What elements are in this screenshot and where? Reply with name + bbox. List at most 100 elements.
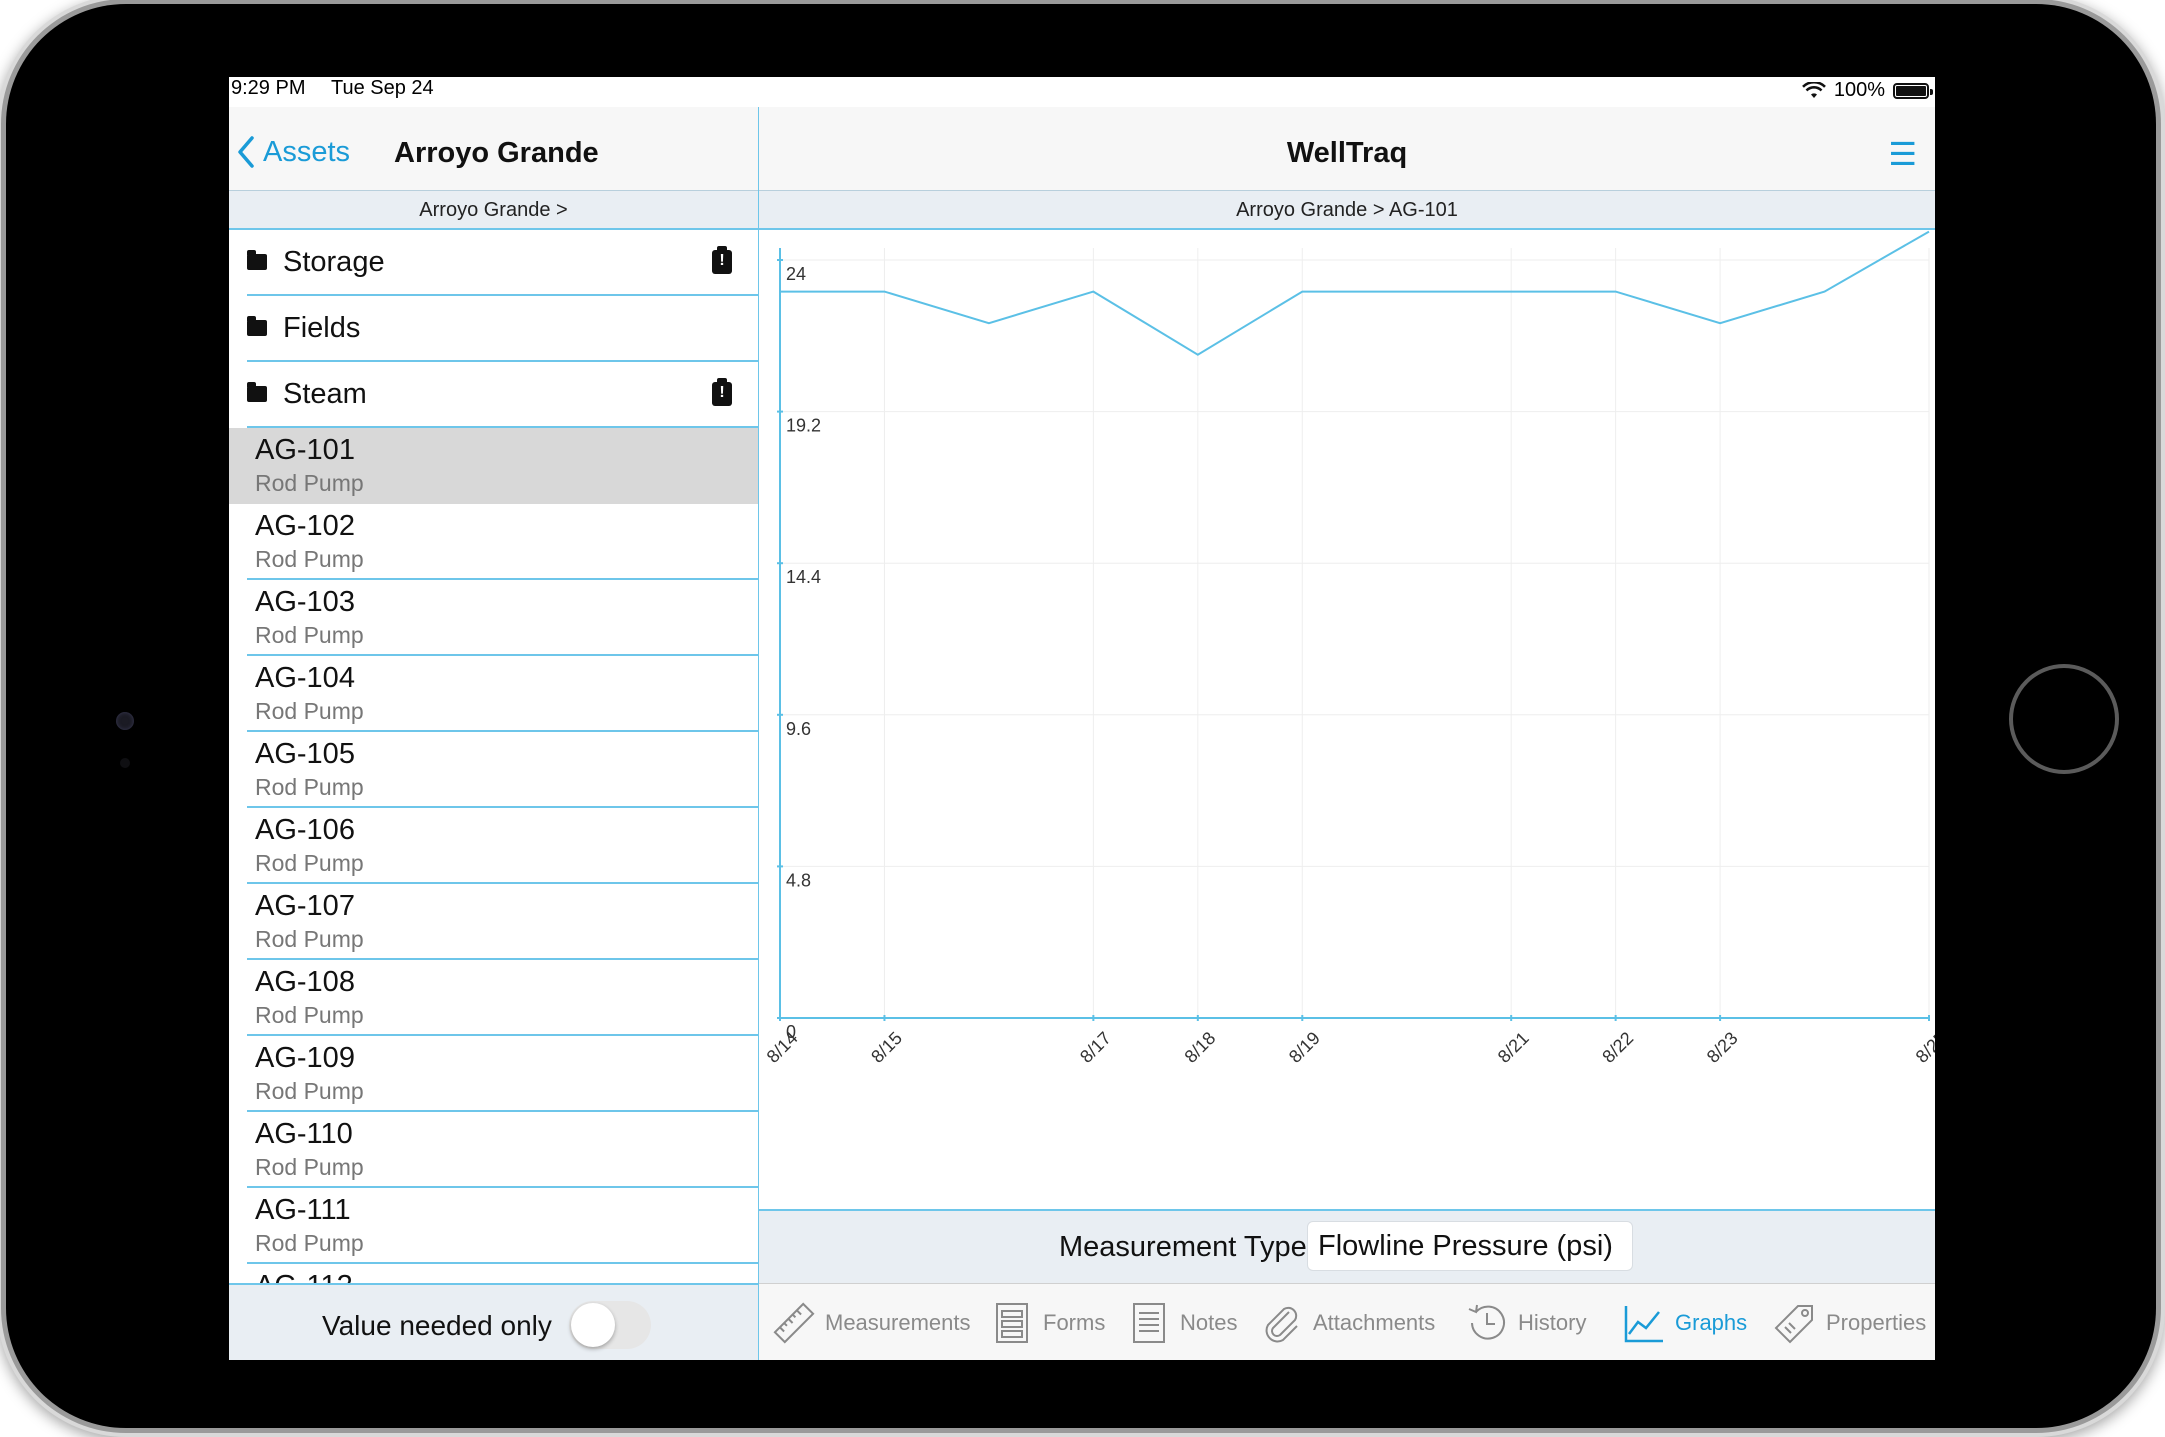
light-sensor: [120, 758, 130, 768]
clock-icon: [1468, 1304, 1505, 1340]
asset-row-ag-112[interactable]: AG-112 Rod Pump: [247, 1264, 758, 1283]
x-tick-label: 8/22: [1598, 1028, 1637, 1067]
folder-icon: [247, 316, 267, 336]
tab-forms[interactable]: Forms: [989, 1300, 1105, 1346]
split-divider: [758, 107, 759, 1360]
tab-label: Attachments: [1313, 1310, 1436, 1335]
asset-type: Rod Pump: [255, 850, 364, 876]
measurement-type-select[interactable]: Flowline Pressure (psi): [1307, 1221, 1633, 1271]
asset-row-ag-108[interactable]: AG-108 Rod Pump: [247, 960, 758, 1036]
asset-row-ag-107[interactable]: AG-107 Rod Pump: [247, 884, 758, 960]
tab-notes[interactable]: Notes: [1126, 1300, 1237, 1346]
asset-row-ag-101[interactable]: AG-101 Rod Pump: [229, 428, 758, 504]
tab-measurements[interactable]: Measurements: [771, 1300, 971, 1346]
asset-name: AG-101: [255, 434, 355, 466]
y-tick-label: 24: [786, 264, 806, 284]
screen: 9:29 PM Tue Sep 24 100% Assets Arroyo Gr…: [229, 77, 1935, 1360]
asset-name: AG-106: [255, 814, 355, 846]
hamburger-menu-icon[interactable]: ☰: [1888, 136, 1917, 172]
asset-row-ag-109[interactable]: AG-109 Rod Pump: [247, 1036, 758, 1112]
tab-label: Graphs: [1675, 1310, 1748, 1335]
toggle-knob: [571, 1303, 615, 1347]
tab-attachments[interactable]: Attachments: [1259, 1300, 1435, 1346]
asset-type: Rod Pump: [255, 698, 364, 724]
value-needed-toggle[interactable]: [569, 1301, 651, 1349]
asset-row-ag-106[interactable]: AG-106 Rod Pump: [247, 808, 758, 884]
chevron-left-icon: [238, 136, 254, 168]
ruler-icon: [773, 1302, 815, 1344]
asset-name: AG-105: [255, 738, 355, 770]
tab-properties[interactable]: Properties: [1772, 1300, 1926, 1346]
y-tick-label: 9.6: [786, 719, 811, 739]
tab-label: Forms: [1043, 1310, 1106, 1335]
asset-row-ag-110[interactable]: AG-110 Rod Pump: [247, 1112, 758, 1188]
tab-graphs[interactable]: Graphs: [1621, 1300, 1747, 1346]
asset-type: Rod Pump: [255, 774, 364, 800]
status-time: 9:29 PM: [231, 77, 306, 99]
folder-icon: [247, 382, 267, 402]
app-title: WellTraq: [1286, 137, 1408, 169]
series-line: [780, 230, 1930, 356]
asset-type: Rod Pump: [255, 622, 364, 648]
master-title: Arroyo Grande: [394, 137, 599, 169]
tab-label: Notes: [1180, 1310, 1238, 1335]
measurement-type-label: Measurement Type: [1059, 1231, 1307, 1263]
asset-name: AG-108: [255, 966, 355, 998]
y-tick-label: 4.8: [786, 870, 811, 890]
y-tick-label: 0: [786, 1022, 796, 1042]
asset-type: Rod Pump: [255, 1230, 364, 1256]
x-tick-label: 8/19: [1285, 1028, 1324, 1067]
tab-label: Properties: [1826, 1310, 1927, 1335]
asset-name: AG-109: [255, 1042, 355, 1074]
asset-type: Rod Pump: [255, 470, 364, 496]
back-button[interactable]: Assets: [237, 135, 350, 169]
line-graph-icon: [1624, 1306, 1663, 1343]
battery-icon: [1893, 82, 1933, 99]
folder-icon: [247, 250, 267, 270]
asset-list[interactable]: Storage Fields Steam AG-101 Rod Pump AG-…: [229, 230, 758, 1283]
asset-row-ag-104[interactable]: AG-104 Rod Pump: [247, 656, 758, 732]
x-tick-label: 8/23: [1703, 1028, 1742, 1067]
folder-row-fields[interactable]: Fields: [247, 296, 758, 362]
battery-percent: 100%: [1833, 79, 1885, 101]
asset-name: AG-110: [255, 1118, 353, 1150]
asset-name: AG-111: [255, 1194, 351, 1226]
asset-type: Rod Pump: [255, 546, 364, 572]
asset-row-ag-105[interactable]: AG-105 Rod Pump: [247, 732, 758, 808]
folder-label: Steam: [283, 377, 367, 410]
line-chart: 0 4.8 9.6 14.4 19.2 24 8/14 8/15 8/17 8/18 8/19 8/2…: [759, 230, 1935, 1130]
asset-type: Rod Pump: [255, 926, 364, 952]
x-tick-label: 8/21: [1494, 1028, 1533, 1067]
asset-row-ag-102[interactable]: AG-102 Rod Pump: [247, 504, 758, 580]
asset-type: Rod Pump: [255, 1154, 364, 1180]
front-camera: [116, 712, 134, 730]
folder-label: Storage: [283, 245, 385, 278]
asset-row-ag-111[interactable]: AG-111 Rod Pump: [247, 1188, 758, 1264]
asset-name: AG-107: [255, 890, 355, 922]
notes-icon: [1133, 1303, 1165, 1343]
clipboard-alert-icon: [712, 246, 732, 274]
x-tick-label: 8/15: [867, 1028, 906, 1067]
breadcrumb-left[interactable]: Arroyo Grande >: [229, 190, 758, 230]
asset-type: Rod Pump: [255, 1002, 364, 1028]
folder-row-storage[interactable]: Storage: [247, 230, 758, 296]
home-button[interactable]: [2009, 664, 2119, 774]
y-tick-label: 14.4: [786, 567, 821, 587]
paperclip-icon: [1265, 1306, 1298, 1343]
tag-icon: [1774, 1305, 1813, 1344]
folder-row-steam[interactable]: Steam: [247, 362, 758, 428]
form-icon: [996, 1303, 1028, 1343]
asset-name: AG-112: [255, 1270, 353, 1283]
x-tick-label: 8/25: [1912, 1028, 1935, 1067]
asset-name: AG-102: [255, 510, 355, 542]
tab-label: Measurements: [825, 1310, 971, 1335]
clipboard-alert-icon: [712, 378, 732, 406]
value-needed-label: Value needed only: [322, 1310, 552, 1341]
wifi-icon: [1801, 81, 1826, 98]
asset-type: Rod Pump: [255, 1078, 364, 1104]
tab-history[interactable]: History: [1464, 1300, 1586, 1346]
tab-bar: Measurements Forms Notes Attachments His…: [759, 1283, 1935, 1360]
measurement-bar: Measurement Type Flowline Pressure (psi): [759, 1209, 1935, 1283]
filter-bar: Value needed only: [229, 1283, 758, 1360]
asset-row-ag-103[interactable]: AG-103 Rod Pump: [247, 580, 758, 656]
